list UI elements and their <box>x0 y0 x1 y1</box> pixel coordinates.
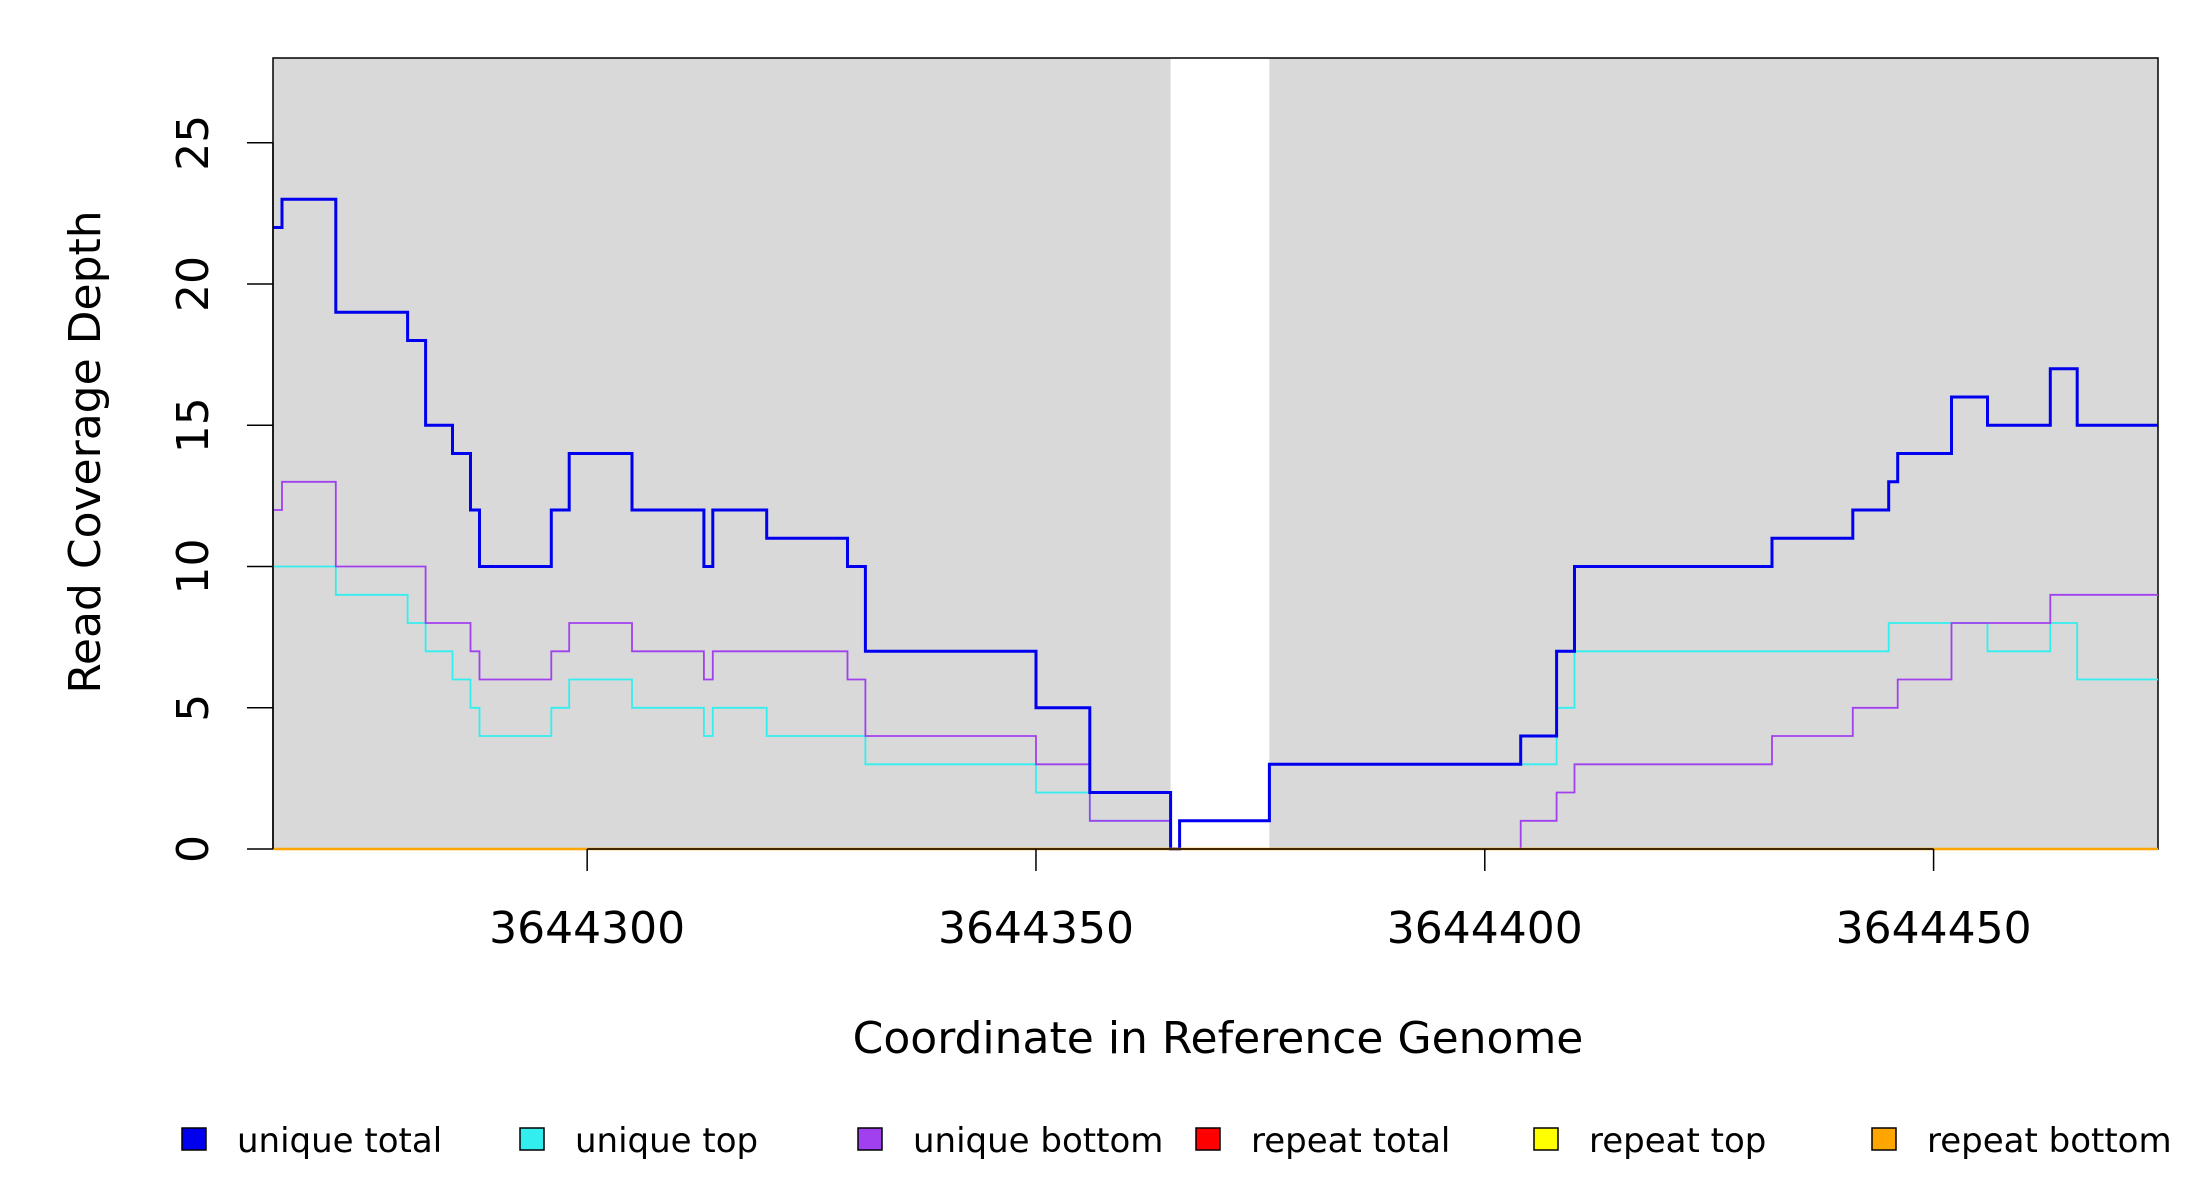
legend-swatch <box>1195 1127 1221 1151</box>
series-unique-top <box>273 565 2158 850</box>
y-tick-label: 5 <box>168 694 219 722</box>
legend-label: repeat total <box>1251 1121 1450 1161</box>
legend-label: repeat bottom <box>1927 1121 2172 1161</box>
x-tick-label: 3644450 <box>1836 903 2032 954</box>
series-unique-bottom <box>273 480 2158 850</box>
x-tick-label: 3644300 <box>489 903 685 954</box>
legend-item: repeat top <box>1533 1121 1766 1161</box>
legend-label: unique total <box>237 1121 442 1161</box>
x-axis-title: Coordinate in Reference Genome <box>853 1013 1584 1064</box>
y-tick-label: 25 <box>168 115 219 171</box>
x-tick-label: 3644400 <box>1387 903 1583 954</box>
legend-item: repeat bottom <box>1871 1121 2172 1161</box>
axes-layer: 3644300 3644350 3644400 3644450 0 5 10 15 20 25 <box>168 115 2032 954</box>
plot-area <box>272 57 2159 850</box>
legend-label: repeat top <box>1589 1121 1766 1161</box>
legend: unique total unique top unique bottom repea… <box>181 1121 2172 1161</box>
unshaded-region <box>1170 58 1270 849</box>
legend-swatch <box>181 1127 207 1151</box>
x-tick-label: 3644350 <box>938 903 1134 954</box>
y-tick-label: 0 <box>168 835 219 863</box>
legend-label: unique top <box>575 1121 758 1161</box>
legend-item: unique total <box>181 1121 442 1161</box>
legend-swatch <box>1533 1127 1559 1151</box>
y-tick-label: 20 <box>168 256 219 312</box>
legend-swatch <box>519 1127 545 1151</box>
series-unique-total <box>273 197 2158 851</box>
legend-swatch <box>857 1127 883 1151</box>
legend-item: repeat total <box>1195 1121 1450 1161</box>
y-tick-label: 10 <box>168 539 219 595</box>
y-tick-label: 15 <box>168 397 219 453</box>
legend-item: unique bottom <box>857 1121 1163 1161</box>
y-axis-title: Read Coverage Depth <box>60 210 111 693</box>
legend-label: unique bottom <box>913 1121 1163 1161</box>
legend-item: unique top <box>519 1121 758 1161</box>
legend-swatch <box>1871 1127 1897 1151</box>
